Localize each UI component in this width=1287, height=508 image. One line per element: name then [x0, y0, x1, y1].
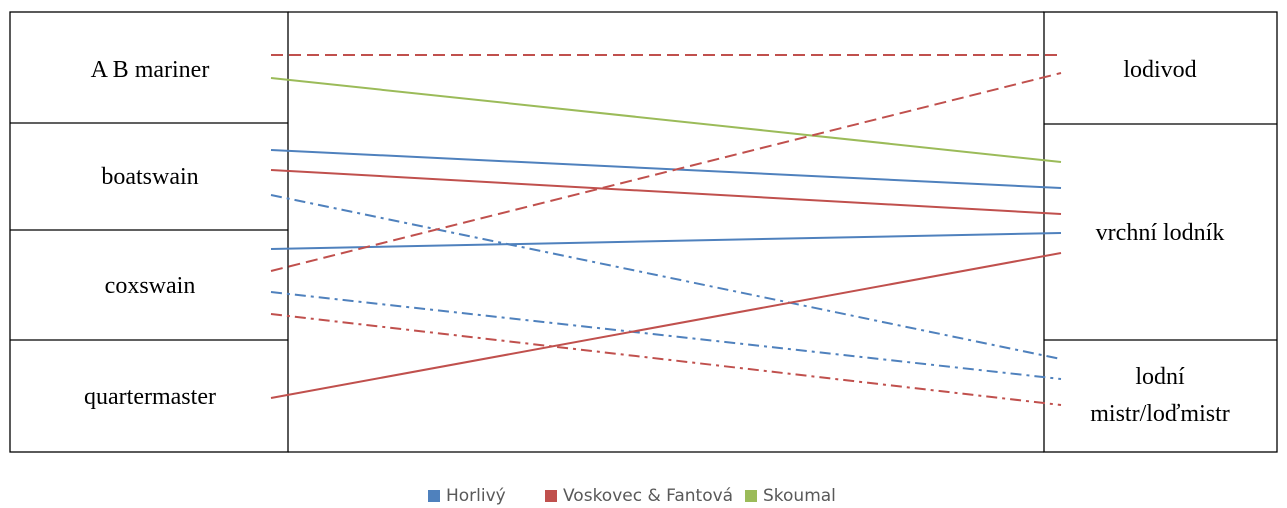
connection-coxswain-to-lodivod-voskovec [270, 72, 1062, 272]
right-terms-table: lodivod vrchní lodník lodní mistr/loďmis… [1043, 11, 1278, 453]
connection-ab-to-vrchni-skoumal [270, 77, 1062, 163]
connection-coxswain-to-vrchni-horlivy [270, 232, 1062, 250]
connection-coxswain-to-lodni-horlivy [270, 291, 1062, 380]
right-table-border [1043, 11, 1278, 453]
left-terms-table: A B mariner boatswain coxswain quarterma… [9, 11, 289, 453]
legend-label-skoumal: Skoumal [763, 486, 836, 506]
connection-quartermaster-to-vrchni-voskovec [270, 252, 1062, 399]
legend: Horlivý Voskovec & Fantová Skoumal [428, 486, 836, 506]
right-term-lodivod: lodivod [1123, 57, 1196, 83]
connection-boatswain-to-vrchni-voskovec [270, 169, 1062, 215]
left-table-border [9, 11, 289, 453]
right-term-vrchni-lodnik: vrchní lodník [1096, 220, 1225, 246]
left-term-boatswain: boatswain [101, 164, 198, 190]
legend-label-horlivy: Horlivý [446, 486, 506, 506]
right-term-lodni-line1: lodní [1135, 364, 1185, 390]
connection-lines [270, 54, 1062, 406]
connection-boatswain-to-vrchni-horlivy [270, 149, 1062, 189]
legend-label-voskovec: Voskovec & Fantová [563, 486, 733, 506]
right-term-lodni-line2: mistr/loďmistr [1090, 401, 1230, 427]
left-term-quartermaster: quartermaster [84, 384, 216, 410]
legend-swatch-horlivy [428, 490, 440, 502]
legend-swatch-skoumal [745, 490, 757, 502]
legend-swatch-voskovec [545, 490, 557, 502]
connection-boatswain-to-lodni-horlivy [270, 194, 1062, 360]
connection-coxswain-to-lodni-voskovec [270, 313, 1062, 406]
left-term-ab-mariner: A B mariner [91, 57, 210, 83]
left-term-coxswain: coxswain [105, 273, 196, 299]
